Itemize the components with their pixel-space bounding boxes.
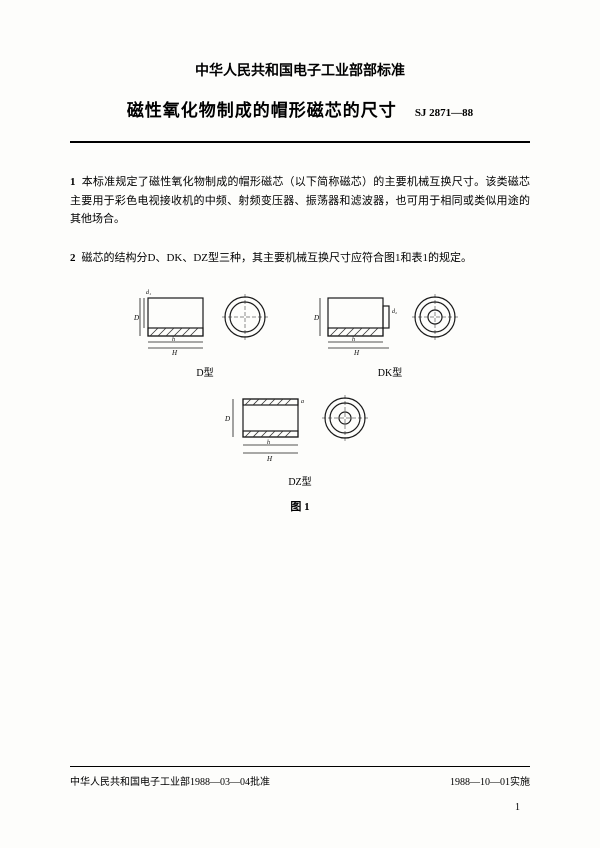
header-org: 中华人民共和国电子工业部部标准: [70, 60, 530, 80]
svg-text:D: D: [133, 314, 139, 322]
figure-caption: 图 1: [70, 498, 530, 514]
fig-d-label: D型: [130, 364, 280, 379]
svg-text:a: a: [301, 399, 304, 405]
figure-row-1: D d₁ h H D型: [70, 288, 530, 379]
divider-bottom: [70, 766, 530, 767]
doc-title: 磁性氧化物制成的帽形磁芯的尺寸: [127, 96, 397, 121]
page-container: 中华人民共和国电子工业部部标准 磁性氧化物制成的帽形磁芯的尺寸 SJ 2871—…: [0, 0, 600, 848]
paragraph-1: 1本标准规定了磁性氧化物制成的帽形磁芯（以下简称磁芯）的主要机械互换尺寸。该类磁…: [70, 173, 530, 229]
svg-text:d₂: d₂: [392, 309, 397, 315]
standard-number: SJ 2871—88: [415, 107, 473, 119]
divider-top: [70, 141, 530, 143]
diagram-dk-icon: D d₂ h H: [310, 288, 470, 360]
title-row: 磁性氧化物制成的帽形磁芯的尺寸 SJ 2871—88: [70, 96, 530, 121]
svg-text:D: D: [313, 314, 319, 322]
diagram-d-icon: D d₁ h H: [130, 288, 280, 360]
paragraph-2: 2 磁芯的结构分D、DK、DZ型三种，其主要机械互换尺寸应符合图1和表1的规定。: [70, 249, 530, 268]
figure-block: D d₁ h H D型: [70, 288, 530, 514]
figure-row-2: D a h H DZ型: [70, 389, 530, 488]
footer-block: 中华人民共和国电子工业部1988—03—04批准 1988—10—01实施: [70, 766, 530, 788]
para-text-1: 本标准规定了磁性氧化物制成的帽形磁芯（以下简称磁芯）的主要机械互换尺寸。该类磁芯…: [70, 176, 530, 225]
svg-text:d₁: d₁: [146, 290, 151, 296]
footer-left: 中华人民共和国电子工业部1988—03—04批准: [70, 773, 270, 788]
svg-text:h: h: [352, 337, 355, 343]
footer-right: 1988—10—01实施: [450, 773, 530, 788]
para-num-2: 2: [70, 252, 76, 264]
fig-dk-label: DK型: [310, 364, 470, 379]
para-num-1: 1: [70, 176, 76, 188]
svg-text:H: H: [353, 349, 360, 357]
para-text-2: 磁芯的结构分D、DK、DZ型三种，其主要机械互换尺寸应符合图1和表1的规定。: [82, 252, 473, 264]
figure-dz: D a h H DZ型: [215, 389, 385, 488]
svg-text:h: h: [172, 337, 175, 343]
diagram-dz-icon: D a h H: [215, 389, 385, 469]
fig-dz-label: DZ型: [215, 473, 385, 488]
svg-text:H: H: [171, 349, 178, 357]
figure-dk: D d₂ h H DK型: [310, 288, 470, 379]
svg-text:D: D: [224, 415, 230, 423]
page-number: 1: [515, 802, 520, 813]
figure-d: D d₁ h H D型: [130, 288, 280, 379]
svg-text:H: H: [266, 455, 273, 463]
footer-row: 中华人民共和国电子工业部1988—03—04批准 1988—10—01实施: [70, 773, 530, 788]
svg-text:h: h: [267, 440, 270, 446]
